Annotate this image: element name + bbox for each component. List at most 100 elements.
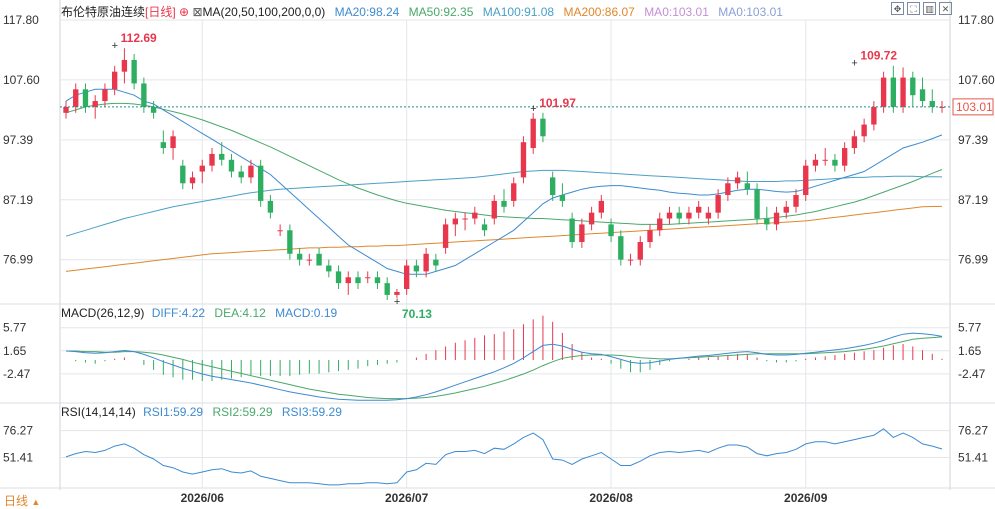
- extreme-marker: +: [112, 40, 118, 52]
- macd-tick-left: 1.65: [3, 344, 27, 358]
- high-annotation: 109.72: [860, 48, 897, 62]
- candle-body: [861, 124, 867, 137]
- ma0-value-2: MA0:103.01: [718, 5, 783, 19]
- candle-body: [413, 265, 420, 272]
- candle-body: [841, 148, 848, 166]
- close-icon[interactable]: ✕: [939, 2, 952, 15]
- ma200-line: [65, 205, 943, 272]
- candle-body: [296, 253, 303, 260]
- candle-body: [160, 142, 167, 149]
- price-tick-left: 107.60: [3, 73, 40, 87]
- candle-body: [189, 177, 196, 184]
- candle-body: [929, 101, 935, 107]
- indicator-settings-icon[interactable]: ⊠: [192, 5, 203, 19]
- fullscreen-icon[interactable]: ⛶: [907, 2, 920, 15]
- candle-body: [335, 271, 342, 284]
- price-tick-right: 117.80: [958, 13, 994, 27]
- zoom-in-icon[interactable]: ⊕: [179, 5, 190, 19]
- extreme-marker: +: [394, 296, 400, 308]
- candle-body: [472, 212, 478, 219]
- candle-body: [695, 206, 702, 213]
- ma100-line: [65, 169, 943, 237]
- high-annotation: 112.69: [121, 31, 157, 45]
- macd-dea-value: DEA:4.12: [214, 306, 266, 320]
- macd-tick-left: 5.77: [3, 321, 27, 335]
- candle-body: [910, 77, 916, 96]
- candle-body: [744, 183, 751, 190]
- candle-body: [627, 259, 634, 261]
- high-annotation: 101.97: [539, 96, 576, 110]
- candle-body: [121, 59, 128, 72]
- candle-body: [871, 106, 877, 125]
- candle-body: [715, 195, 721, 213]
- rsi3-value: RSI3:59.29: [281, 405, 342, 419]
- price-tick-right: 76.99: [958, 253, 988, 267]
- period-button-label: 日线: [4, 494, 29, 508]
- candle-body: [890, 77, 897, 107]
- candle-body: [647, 230, 653, 243]
- candle-body: [676, 212, 682, 219]
- candle-body: [238, 171, 244, 178]
- split-icon[interactable]: ▥: [923, 2, 936, 15]
- price-tick-left: 76.99: [3, 253, 33, 267]
- candle-body: [481, 224, 488, 231]
- candle-body: [355, 277, 361, 284]
- candle-body: [754, 189, 760, 219]
- rsi-tick-left: 51.41: [3, 450, 33, 464]
- candle-body: [257, 165, 264, 201]
- candle-body: [277, 230, 283, 232]
- time-tick-label: 2026/06: [181, 491, 225, 505]
- candle-body: [783, 206, 789, 213]
- candle-body: [812, 159, 819, 166]
- candle-body: [199, 165, 205, 172]
- candle-body: [559, 195, 566, 201]
- candle-body: [666, 212, 673, 219]
- candle-body: [345, 277, 351, 284]
- candle-body: [92, 101, 98, 107]
- candle-body: [793, 195, 799, 207]
- candle-body: [102, 89, 108, 102]
- period-button[interactable]: 日线 ▲: [4, 492, 40, 509]
- candle-body: [306, 259, 313, 261]
- candle-body: [316, 253, 322, 266]
- period-tag[interactable]: [日线]: [145, 5, 176, 19]
- candle-body: [141, 83, 147, 107]
- time-tick-label: 2026/07: [385, 491, 429, 505]
- candle-body: [773, 212, 780, 225]
- rsi-tick-right: 76.27: [958, 424, 988, 438]
- candle-body: [442, 224, 449, 248]
- candle-body: [511, 183, 517, 201]
- move-icon[interactable]: ✥: [891, 2, 904, 15]
- rsi-tick-left: 76.27: [3, 424, 33, 438]
- time-tick-label: 2026/08: [589, 491, 633, 505]
- ma-title: MA(20,50,100,200,0,0): [202, 5, 326, 19]
- ma200-value: MA200:86.07: [563, 5, 635, 19]
- candle-body: [598, 200, 605, 213]
- candle-body: [501, 200, 507, 207]
- rsi1-value: RSI1:59.29: [143, 405, 204, 419]
- macd-tick-right: 5.77: [958, 321, 982, 335]
- candle-body: [170, 136, 176, 149]
- candle-body: [657, 218, 663, 231]
- ma50-value: MA50:92.35: [408, 5, 474, 19]
- candle-body: [403, 265, 410, 290]
- extreme-marker: +: [851, 57, 857, 69]
- candle-body: [803, 165, 809, 196]
- candle-body: [365, 277, 371, 279]
- candle-body: [637, 242, 643, 260]
- candle-body: [491, 200, 497, 219]
- candle-body: [822, 159, 828, 161]
- candle-body: [462, 218, 468, 220]
- symbol-name: 布伦特原油连续: [61, 5, 146, 19]
- candle-body: [919, 89, 926, 102]
- rsi-title: RSI(14,14,14): [61, 405, 136, 419]
- ma20-value: MA20:98.24: [334, 5, 400, 19]
- macd-diff-line: [65, 332, 943, 401]
- candle-body: [433, 259, 439, 266]
- macd-tick-right: -2.47: [958, 367, 986, 381]
- candle-body: [530, 118, 536, 149]
- candle-body: [384, 283, 390, 295]
- macd-tick-right: 1.65: [958, 344, 982, 358]
- candle-body: [82, 89, 89, 107]
